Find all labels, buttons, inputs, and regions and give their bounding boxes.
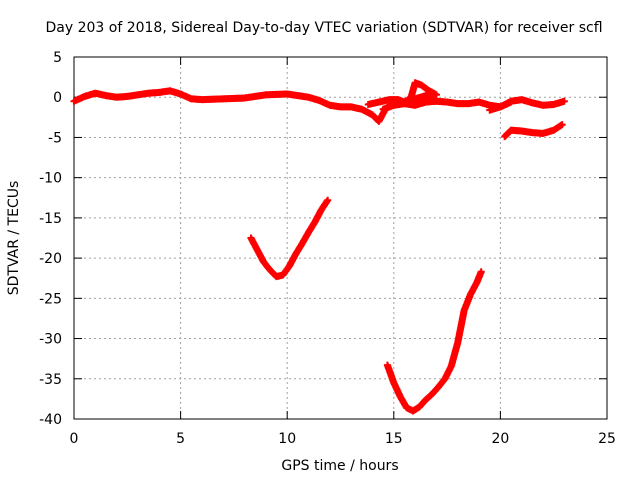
grid-lines (74, 57, 607, 419)
plot-frame (73, 56, 608, 420)
data-series (383, 268, 485, 415)
x-tick-label: 25 (598, 431, 616, 447)
y-axis-tick-labels: 5 0 -5 -10 -15 -20 -25 -30 -35 -40 (39, 50, 62, 428)
data-series (486, 98, 515, 114)
x-axis-tick-labels: 0 5 10 15 20 25 (70, 431, 616, 447)
x-tick-label: 5 (176, 431, 185, 447)
y-tick-label: -35 (39, 372, 62, 388)
x-axis-label: GPS time / hours (281, 458, 398, 474)
data-series (379, 92, 440, 113)
y-tick-label: -10 (39, 171, 62, 187)
y-tick-label: -20 (39, 251, 62, 267)
y-tick-label: 0 (53, 90, 62, 106)
data-series (70, 87, 568, 125)
data-point (324, 196, 332, 204)
data-series (247, 196, 332, 281)
y-tick-label: -5 (48, 130, 62, 146)
data-point (432, 96, 440, 104)
y-tick-label: -40 (39, 412, 62, 428)
x-tick-label: 15 (385, 431, 403, 447)
axis-ticks (73, 56, 608, 420)
data-point (558, 121, 566, 129)
y-axis-label: SDTVAR / TECUs (6, 181, 22, 296)
y-tick-label: -15 (39, 211, 62, 227)
x-tick-label: 10 (278, 431, 296, 447)
y-tick-label: -25 (39, 291, 62, 307)
data-series (501, 121, 566, 141)
data-point (560, 97, 568, 105)
x-tick-label: 20 (491, 431, 509, 447)
y-tick-label: 5 (53, 50, 62, 66)
data-points (70, 79, 568, 415)
y-tick-label: -30 (39, 332, 62, 348)
chart-title: Day 203 of 2018, Sidereal Day-to-day VTE… (45, 20, 602, 36)
data-point (477, 268, 485, 276)
data-point (507, 98, 515, 106)
x-tick-label: 0 (70, 431, 79, 447)
